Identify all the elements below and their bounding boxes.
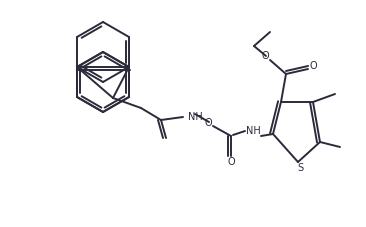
Text: O: O: [309, 61, 317, 71]
Text: O: O: [261, 51, 269, 61]
Text: O: O: [204, 118, 212, 128]
Text: O: O: [227, 157, 235, 167]
Text: NH: NH: [246, 126, 260, 136]
Text: NH: NH: [188, 112, 203, 122]
Text: S: S: [297, 163, 303, 173]
